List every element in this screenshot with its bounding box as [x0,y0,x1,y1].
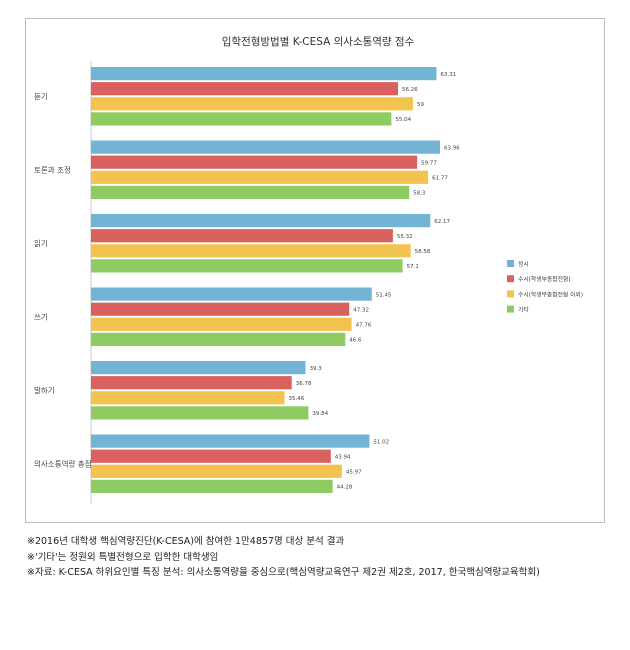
legend-label: 수시(학생부종합전형 이외) [518,290,583,298]
bar [91,479,333,493]
category-label: 말하기 [34,385,55,395]
bar [91,259,403,273]
data-label: 51.02 [373,439,389,445]
bar [91,376,292,390]
category-label: 쓰기 [34,313,48,322]
legend-label: 수시(학생부종합전형) [518,275,571,283]
legend-label: 기타 [518,306,529,314]
data-label: 43.94 [335,455,351,461]
bar [91,287,372,301]
data-label: 55.32 [397,234,413,240]
bar [91,434,370,448]
data-label: 47.32 [353,308,369,314]
legend-swatch [507,275,514,283]
footnote-sample: ※2016년 대학생 핵심역량진단(K-CESA)에 참여한 1만4857명 대… [27,536,345,547]
bar [91,406,309,420]
bar [91,317,352,331]
bar [91,97,413,111]
data-label: 61.77 [432,176,448,182]
bar [91,214,431,228]
data-label: 36.78 [296,381,312,387]
data-label: 44.28 [337,485,353,491]
data-label: 39.84 [312,411,328,417]
category-label: 토론과 조정 [34,165,71,175]
bar [91,67,437,81]
data-label: 62.17 [434,219,450,225]
data-label: 57.1 [407,264,419,270]
footnote-source: ※자료: K-CESA 하위요인별 특징 분석: 의사소통역량을 중심으로(핵심… [27,567,540,578]
footnote-other-definition: ※'기타'는 정원외 특별전형으로 입학한 대학생임 [27,551,219,563]
bar [91,244,411,258]
data-label: 56.26 [402,87,418,93]
bar [91,449,331,463]
data-label: 47.76 [356,323,372,329]
legend-label: 정시 [518,261,529,268]
data-label: 63.96 [444,145,460,151]
category-label: 듣기 [34,92,48,101]
data-label: 59.77 [421,161,437,167]
bar [91,332,346,346]
data-label: 59 [417,102,424,108]
chart-title: 입학전형방법별 K-CESA 의사소통역량 점수 [222,35,415,48]
data-label: 63.31 [440,72,456,78]
data-label: 55.04 [395,117,411,123]
legend-swatch [507,290,514,298]
data-label: 35.46 [289,396,305,402]
category-label: 읽기 [34,239,48,248]
bar [91,112,392,126]
data-label: 58.58 [415,249,431,255]
data-label: 39.3 [309,366,322,372]
bar [91,170,429,184]
bar [91,391,285,405]
bar [91,464,342,478]
bar [91,361,306,375]
data-label: 58.3 [413,191,426,197]
legend-swatch [507,260,514,267]
bar [91,229,393,243]
data-label: 46.6 [349,338,362,344]
footnotes: ※2016년 대학생 핵심역량진단(K-CESA)에 참여한 1만4857명 대… [27,534,617,581]
bar [91,140,441,154]
bar [91,82,399,96]
data-label: 45.97 [346,470,362,476]
bar [91,155,418,169]
bar [91,185,410,199]
bar [91,302,350,316]
data-label: 51.45 [376,292,392,298]
category-label: 의사소통역량 총점 [34,459,92,469]
legend-swatch [507,305,514,313]
